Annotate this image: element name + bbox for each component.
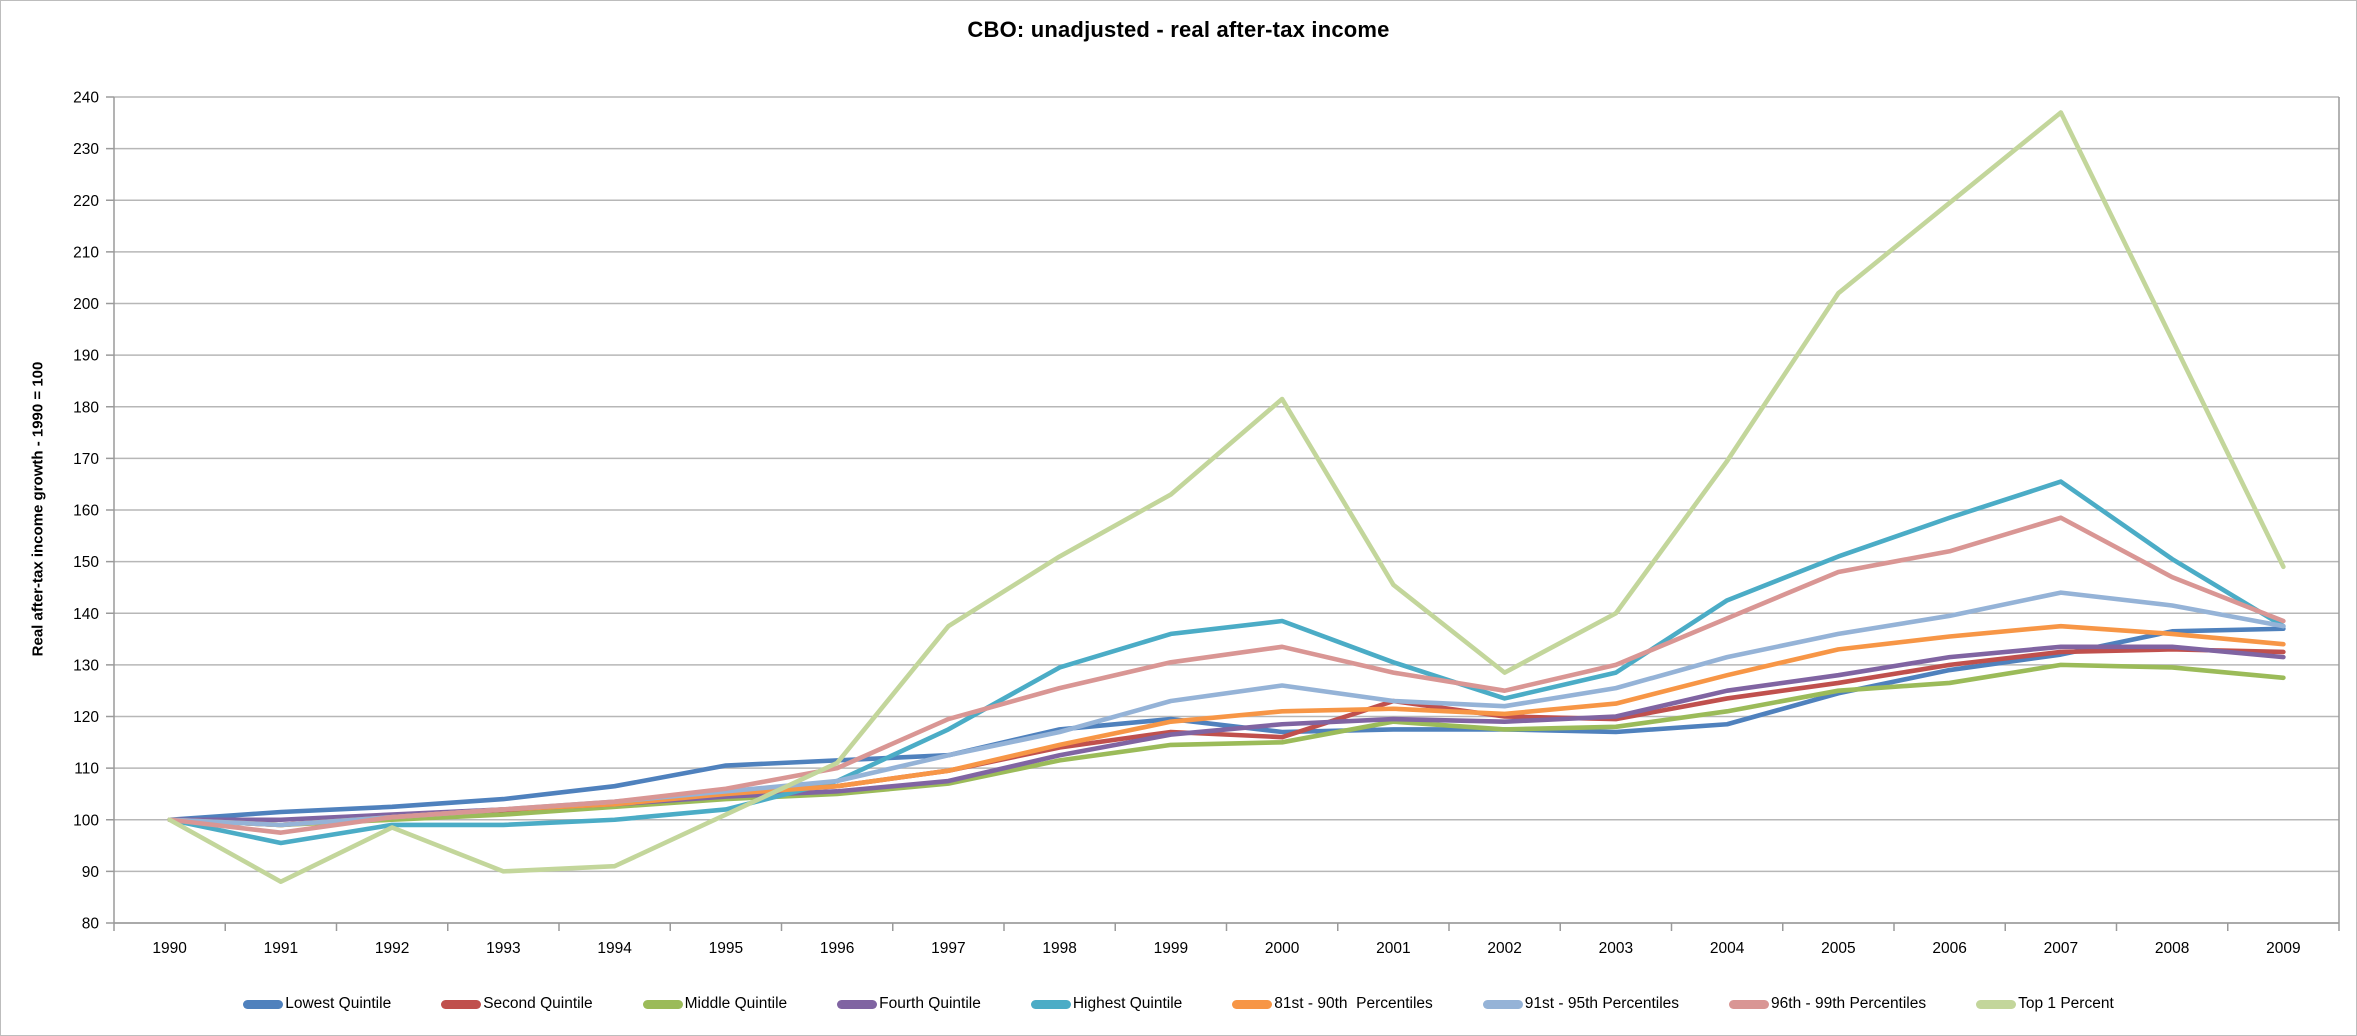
x-tick-label: 2000: [1265, 940, 1300, 957]
legend-swatch: [1976, 999, 2017, 1009]
x-tick-label: 2008: [2155, 940, 2189, 957]
y-tick-label: 150: [73, 554, 99, 571]
x-tick-label: 2003: [1599, 940, 1633, 957]
x-tick-label: 2007: [2044, 940, 2078, 957]
y-tick-label: 160: [73, 503, 99, 520]
x-tick-label: 1997: [931, 940, 965, 957]
y-tick-label: 120: [73, 709, 99, 726]
x-tick-label: 1992: [375, 940, 409, 957]
series-line-5: [167, 479, 2286, 846]
x-tick-label: 2001: [1376, 940, 1410, 957]
chart-legend: Lowest Quintile Second Quintile Middle Qui…: [1, 987, 2356, 1021]
x-tick-label: 1995: [709, 940, 743, 957]
legend-item: Top 1 Percent: [1976, 995, 2114, 1013]
y-tick-label: 220: [73, 193, 99, 210]
y-tick-label: 210: [73, 244, 99, 261]
x-tick-label: 1991: [264, 940, 298, 957]
legend-swatch: [642, 999, 683, 1009]
legend-label: Highest Quintile: [1072, 995, 1183, 1012]
x-tick-label: 2009: [2266, 940, 2300, 957]
legend-label: 91st - 95th Percentiles: [1524, 995, 1680, 1012]
legend-swatch: [1729, 999, 1770, 1009]
y-tick-label: 100: [73, 812, 99, 829]
legend-item: Highest Quintile: [1030, 995, 1183, 1013]
series-line-1: [167, 626, 2286, 823]
x-tick-label: 1990: [152, 940, 187, 957]
series-line-3: [167, 662, 2286, 828]
y-tick-label: 130: [73, 657, 99, 674]
x-tick-label: 2005: [1821, 940, 1855, 957]
x-tick-label: 1993: [486, 940, 520, 957]
legend-swatch: [1232, 999, 1273, 1009]
series-line-9: [167, 110, 2286, 885]
y-tick-label: 230: [73, 141, 99, 158]
legend-swatch: [243, 999, 284, 1009]
legend-label: Fourth Quintile: [879, 995, 981, 1012]
legend-item: 81st - 90th Percentiles: [1232, 995, 1433, 1013]
legend-swatch: [441, 999, 482, 1009]
x-tick-label: 1999: [1154, 940, 1188, 957]
legend-label: 96th - 99th Percentiles: [1771, 995, 1927, 1012]
legend-item: Fourth Quintile: [837, 995, 981, 1013]
chart-title: CBO: unadjusted - real after-tax income: [967, 17, 1390, 42]
x-tick-label: 2006: [1932, 940, 1966, 957]
legend-label: Middle Quintile: [684, 995, 788, 1012]
y-tick-label: 190: [73, 348, 99, 365]
legend-label: 81st - 90th Percentiles: [1274, 995, 1433, 1012]
y-tick-label: 80: [82, 916, 100, 933]
legend-label: Second Quintile: [483, 995, 593, 1012]
x-tick-label: 1998: [1042, 940, 1076, 957]
legend-item: Lowest Quintile: [243, 995, 391, 1013]
y-tick-label: 240: [73, 90, 99, 107]
y-tick-label: 200: [73, 296, 99, 313]
y-tick-label: 110: [74, 761, 99, 778]
x-tick-label: 1996: [820, 940, 854, 957]
series-line-8: [167, 515, 2286, 835]
x-tick-label: 1994: [597, 940, 632, 957]
legend-item: 96th - 99th Percentiles: [1729, 995, 1926, 1013]
y-tick-label: 180: [73, 399, 99, 416]
legend-swatch: [837, 999, 878, 1009]
legend-swatch: [1482, 999, 1523, 1009]
y-tick-label: 90: [82, 864, 100, 881]
legend-label: Top 1 Percent: [2018, 995, 2114, 1012]
x-tick-label: 2004: [1710, 940, 1745, 957]
legend-item: Second Quintile: [441, 995, 593, 1013]
legend-item: Middle Quintile: [642, 995, 788, 1013]
y-tick-label: 140: [73, 606, 99, 623]
legend-label: Lowest Quintile: [285, 995, 392, 1012]
legend-item: 91st - 95th Percentiles: [1482, 995, 1680, 1013]
legend-swatch: [1030, 999, 1071, 1009]
x-tick-label: 2002: [1487, 940, 1521, 957]
y-tick-label: 170: [73, 451, 99, 468]
